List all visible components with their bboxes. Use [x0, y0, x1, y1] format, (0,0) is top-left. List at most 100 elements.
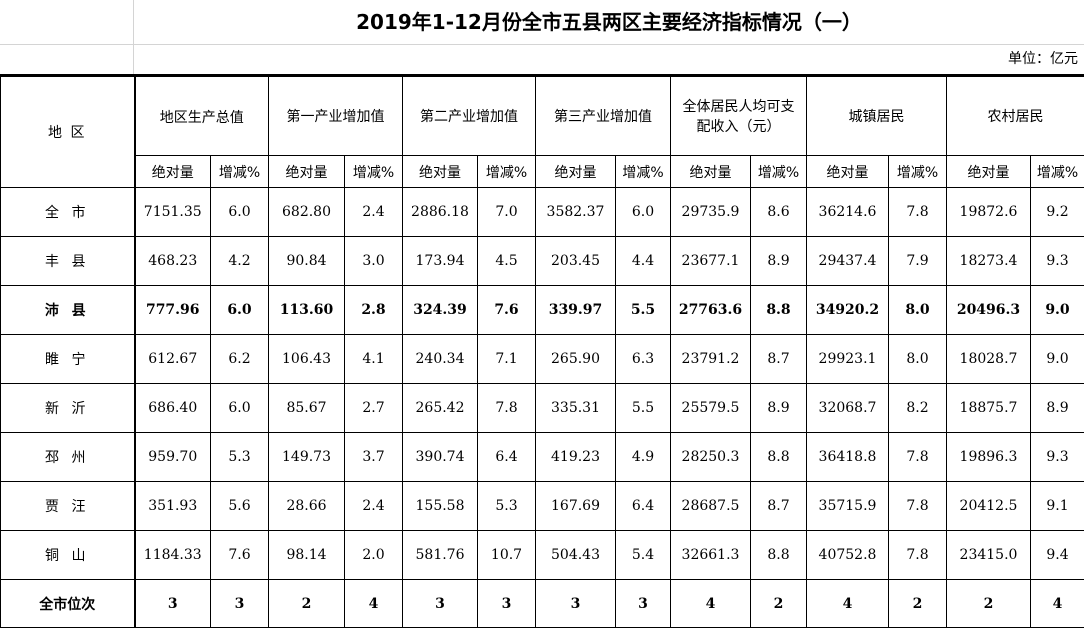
absolute-value-cell[interactable]: 18028.7 [946, 334, 1031, 384]
absolute-value-cell[interactable]: 777.96 [134, 285, 211, 335]
percent-change-cell[interactable]: 7.8 [477, 383, 536, 433]
subheader-absolute[interactable]: 绝对量 [946, 155, 1031, 188]
absolute-value-cell[interactable]: 2 [946, 579, 1031, 628]
absolute-value-cell[interactable]: 265.42 [402, 383, 478, 433]
percent-change-cell[interactable]: 4 [1030, 579, 1084, 628]
percent-change-cell[interactable]: 8.7 [750, 334, 807, 384]
region-name-cell[interactable]: 铜 山 [0, 530, 136, 580]
percent-change-cell[interactable]: 3.7 [344, 432, 403, 482]
absolute-value-cell[interactable]: 203.45 [535, 236, 616, 286]
percent-change-cell[interactable]: 8.8 [750, 432, 807, 482]
percent-change-cell[interactable]: 7.8 [888, 481, 947, 531]
absolute-value-cell[interactable]: 265.90 [535, 334, 616, 384]
percent-change-cell[interactable]: 8.7 [750, 481, 807, 531]
percent-change-cell[interactable]: 9.0 [1030, 285, 1084, 335]
absolute-value-cell[interactable]: 23791.2 [670, 334, 751, 384]
percent-change-cell[interactable]: 8.9 [1030, 383, 1084, 433]
subheader-absolute[interactable]: 绝对量 [402, 155, 478, 188]
percent-change-cell[interactable]: 8.6 [750, 187, 807, 237]
percent-change-cell[interactable]: 5.5 [615, 383, 671, 433]
absolute-value-cell[interactable]: 351.93 [134, 481, 211, 531]
percent-change-cell[interactable]: 7.8 [888, 530, 947, 580]
percent-change-cell[interactable]: 6.0 [210, 383, 269, 433]
absolute-value-cell[interactable]: 581.76 [402, 530, 478, 580]
absolute-value-cell[interactable]: 149.73 [268, 432, 345, 482]
absolute-value-cell[interactable]: 155.58 [402, 481, 478, 531]
absolute-value-cell[interactable]: 504.43 [535, 530, 616, 580]
percent-change-cell[interactable]: 7.6 [210, 530, 269, 580]
absolute-value-cell[interactable]: 36214.6 [806, 187, 889, 237]
subheader-percent[interactable]: 增减% [210, 155, 269, 188]
subheader-percent[interactable]: 增减% [615, 155, 671, 188]
absolute-value-cell[interactable]: 35715.9 [806, 481, 889, 531]
percent-change-cell[interactable]: 4.2 [210, 236, 269, 286]
absolute-value-cell[interactable]: 335.31 [535, 383, 616, 433]
absolute-value-cell[interactable]: 18875.7 [946, 383, 1031, 433]
percent-change-cell[interactable]: 8.2 [888, 383, 947, 433]
region-name-cell[interactable]: 丰 县 [0, 236, 136, 286]
percent-change-cell[interactable]: 6.3 [615, 334, 671, 384]
absolute-value-cell[interactable]: 4 [670, 579, 751, 628]
subheader-percent[interactable]: 增减% [477, 155, 536, 188]
absolute-value-cell[interactable]: 34920.2 [806, 285, 889, 335]
percent-change-cell[interactable]: 8.0 [888, 334, 947, 384]
subheader-percent[interactable]: 增减% [344, 155, 403, 188]
absolute-value-cell[interactable]: 28.66 [268, 481, 345, 531]
absolute-value-cell[interactable]: 28250.3 [670, 432, 751, 482]
percent-change-cell[interactable]: 9.0 [1030, 334, 1084, 384]
percent-change-cell[interactable]: 4.4 [615, 236, 671, 286]
percent-change-cell[interactable]: 8.9 [750, 383, 807, 433]
absolute-value-cell[interactable]: 18273.4 [946, 236, 1031, 286]
absolute-value-cell[interactable]: 3 [535, 579, 616, 628]
region-name-cell[interactable]: 全市位次 [0, 579, 136, 628]
percent-change-cell[interactable]: 2.4 [344, 481, 403, 531]
absolute-value-cell[interactable]: 19872.6 [946, 187, 1031, 237]
percent-change-cell[interactable]: 3.0 [344, 236, 403, 286]
percent-change-cell[interactable]: 9.4 [1030, 530, 1084, 580]
absolute-value-cell[interactable]: 29735.9 [670, 187, 751, 237]
absolute-value-cell[interactable]: 2886.18 [402, 187, 478, 237]
absolute-value-cell[interactable]: 419.23 [535, 432, 616, 482]
subheader-absolute[interactable]: 绝对量 [535, 155, 616, 188]
percent-change-cell[interactable]: 5.5 [615, 285, 671, 335]
percent-change-cell[interactable]: 4.5 [477, 236, 536, 286]
percent-change-cell[interactable]: 6.2 [210, 334, 269, 384]
subheader-percent[interactable]: 增减% [1030, 155, 1084, 188]
percent-change-cell[interactable]: 7.9 [888, 236, 947, 286]
percent-change-cell[interactable]: 4.1 [344, 334, 403, 384]
region-name-cell[interactable]: 邳 州 [0, 432, 136, 482]
percent-change-cell[interactable]: 2.7 [344, 383, 403, 433]
percent-change-cell[interactable]: 7.8 [888, 187, 947, 237]
percent-change-cell[interactable]: 4.9 [615, 432, 671, 482]
region-name-cell[interactable]: 新 沂 [0, 383, 136, 433]
header-urban-residents[interactable]: 城镇居民 [806, 76, 947, 156]
percent-change-cell[interactable]: 7.8 [888, 432, 947, 482]
absolute-value-cell[interactable]: 3 [402, 579, 478, 628]
absolute-value-cell[interactable]: 167.69 [535, 481, 616, 531]
percent-change-cell[interactable]: 2 [750, 579, 807, 628]
absolute-value-cell[interactable]: 682.80 [268, 187, 345, 237]
absolute-value-cell[interactable]: 612.67 [134, 334, 211, 384]
subheader-absolute[interactable]: 绝对量 [268, 155, 345, 188]
percent-change-cell[interactable]: 3 [615, 579, 671, 628]
absolute-value-cell[interactable]: 2 [268, 579, 345, 628]
percent-change-cell[interactable]: 9.2 [1030, 187, 1084, 237]
absolute-value-cell[interactable]: 324.39 [402, 285, 478, 335]
percent-change-cell[interactable]: 10.7 [477, 530, 536, 580]
percent-change-cell[interactable]: 8.9 [750, 236, 807, 286]
absolute-value-cell[interactable]: 468.23 [134, 236, 211, 286]
percent-change-cell[interactable]: 5.3 [477, 481, 536, 531]
subheader-absolute[interactable]: 绝对量 [806, 155, 889, 188]
absolute-value-cell[interactable]: 19896.3 [946, 432, 1031, 482]
absolute-value-cell[interactable]: 32068.7 [806, 383, 889, 433]
frozen-cell[interactable] [0, 45, 134, 74]
percent-change-cell[interactable]: 7.1 [477, 334, 536, 384]
absolute-value-cell[interactable]: 173.94 [402, 236, 478, 286]
absolute-value-cell[interactable]: 390.74 [402, 432, 478, 482]
percent-change-cell[interactable]: 7.0 [477, 187, 536, 237]
percent-change-cell[interactable]: 4 [344, 579, 403, 628]
percent-change-cell[interactable]: 2 [888, 579, 947, 628]
region-name-cell[interactable]: 睢 宁 [0, 334, 136, 384]
absolute-value-cell[interactable]: 339.97 [535, 285, 616, 335]
absolute-value-cell[interactable]: 3582.37 [535, 187, 616, 237]
